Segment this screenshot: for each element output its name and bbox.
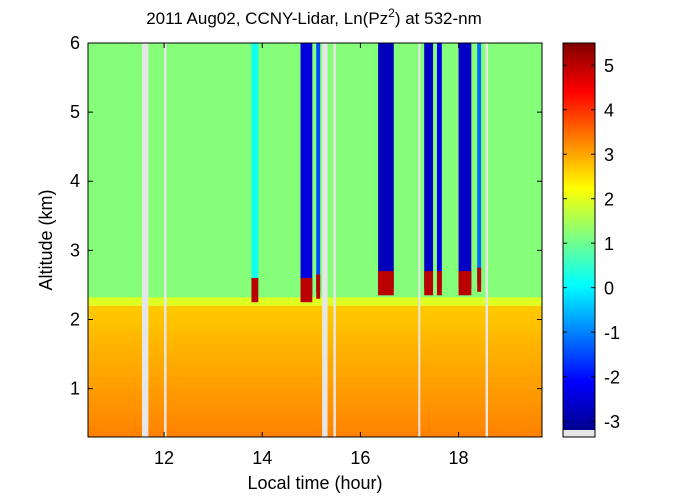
y-tick-label: 5 — [70, 102, 80, 122]
data-gap — [485, 43, 489, 437]
colorbar-tick-label: 3 — [604, 145, 614, 165]
colorbar-tick-label: 5 — [604, 56, 614, 76]
data-gap — [164, 43, 167, 437]
boundary-layer-strip — [88, 333, 542, 339]
cloud-base — [378, 271, 394, 296]
plot-frame — [87, 42, 543, 438]
colorbar-tick-label: 0 — [604, 279, 614, 299]
boundary-layer-strip — [88, 360, 542, 367]
x-tick-label: 14 — [252, 448, 272, 468]
y-tick-label: 2 — [70, 309, 80, 329]
boundary-layer-strip — [88, 365, 542, 372]
transition-band — [88, 297, 542, 306]
cloud-column — [300, 43, 313, 296]
boundary-layer-strip — [88, 305, 542, 312]
boundary-layer-strip — [88, 420, 542, 427]
cloud-column — [477, 43, 482, 285]
data-gap — [141, 43, 149, 437]
cloud-column — [436, 43, 442, 289]
boundary-layer-strip — [88, 387, 542, 394]
colorbar-frame — [562, 42, 596, 438]
data-gap — [333, 43, 336, 437]
x-axis-label: Local time (hour) — [247, 473, 382, 493]
boundary-layer-strip — [88, 376, 542, 383]
boundary-layer-strip — [88, 349, 542, 356]
cloud-column — [424, 43, 434, 289]
cloud-base — [424, 271, 434, 296]
cloud-column — [458, 43, 472, 289]
y-tick-label: 4 — [70, 171, 80, 191]
boundary-layer-strip — [88, 343, 542, 350]
boundary-layer-strip — [88, 398, 542, 405]
cloud-base — [436, 271, 442, 296]
heatmap-plot-area — [88, 43, 542, 437]
y-axis: 1 2 3 4 5 6 — [70, 33, 542, 399]
boundary-layer-strip — [88, 327, 542, 334]
x-tick-label: 18 — [449, 448, 469, 468]
cloud-base — [300, 278, 313, 303]
x-tick-label: 12 — [154, 448, 174, 468]
data-gap — [418, 43, 421, 437]
colorbar-tick-label: 4 — [604, 101, 614, 121]
cloud-base — [458, 271, 472, 296]
boundary-layer-strip — [88, 431, 542, 437]
y-axis-label: Altitude (km) — [36, 189, 56, 290]
cloud-base — [477, 267, 482, 292]
free-troposphere-region — [88, 43, 542, 306]
boundary-layer-strip — [88, 316, 542, 323]
cloud-base — [316, 274, 321, 299]
colorbar-gradient — [563, 43, 595, 430]
boundary-layer-strip — [88, 409, 542, 416]
boundary-layer-strip — [88, 382, 542, 389]
boundary-layer-strip — [88, 311, 542, 318]
boundary-layer-strip — [88, 415, 542, 422]
boundary-layer-strip — [88, 426, 542, 433]
cloud-column — [378, 43, 394, 289]
boundary-layer-strip — [88, 371, 542, 378]
colorbar-missing-swatch — [563, 430, 595, 437]
boundary-layer-strip — [88, 338, 542, 345]
boundary-layer-strip — [88, 404, 542, 411]
colorbar-tick-label: -3 — [604, 412, 620, 432]
data-gap — [322, 43, 328, 437]
colorbar-tick-label: -2 — [604, 368, 620, 388]
colorbar-tick-label: 2 — [604, 190, 614, 210]
chart-title: 2011 Aug02, CCNY-Lidar, Ln(Pz2) at 532-n… — [146, 6, 482, 28]
boundary-layer-strip — [88, 354, 542, 361]
y-tick-label: 1 — [70, 379, 80, 399]
cloud-column — [316, 43, 321, 292]
y-tick-label: 3 — [70, 240, 80, 260]
x-tick-label: 16 — [350, 448, 370, 468]
boundary-layer-strip — [88, 393, 542, 400]
boundary-layer-strip — [88, 322, 542, 329]
cloud-column — [251, 43, 259, 296]
colorbar-tick-label: 1 — [604, 234, 614, 254]
cloud-base — [251, 278, 259, 303]
colorbar: -3 -2 -1 0 1 2 3 4 5 — [562, 42, 620, 438]
colorbar-tick-label: -1 — [604, 323, 620, 343]
x-axis: 12 14 16 18 — [154, 43, 469, 468]
y-tick-label: 6 — [70, 33, 80, 53]
